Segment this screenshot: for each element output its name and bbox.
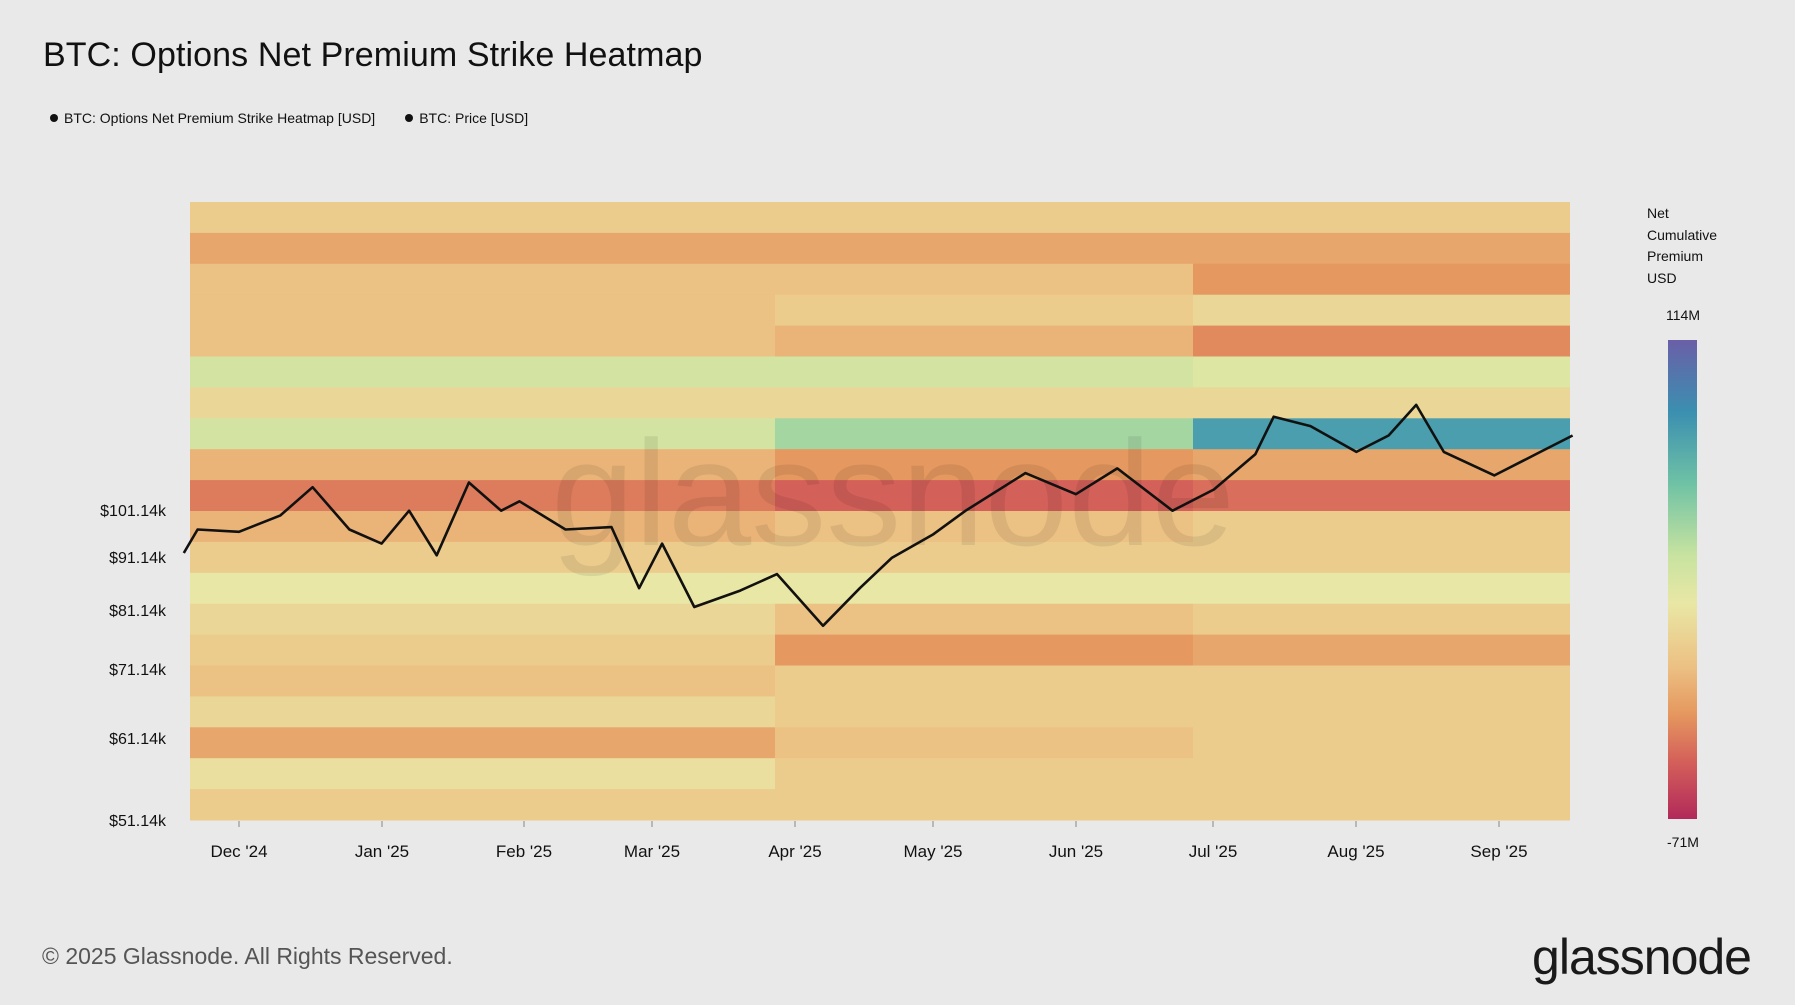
heatmap-cell — [1193, 480, 1570, 512]
y-tick-label: $101.14k — [100, 503, 167, 520]
heatmap-cell — [1193, 789, 1570, 821]
heatmap-cell — [775, 202, 1193, 234]
x-tick-label: Dec '24 — [210, 842, 267, 861]
heatmap-cell — [775, 263, 1193, 296]
colorbar — [1668, 340, 1697, 819]
heatmap-cell — [775, 541, 1193, 574]
heatmap-cell — [1193, 294, 1570, 327]
price-series — [182, 403, 1574, 628]
heatmap-cell — [190, 696, 775, 728]
heatmap-cell — [190, 758, 775, 790]
heatmap-cell — [1193, 418, 1570, 450]
heatmap-cell — [1193, 202, 1570, 234]
legend-item-heatmap[interactable]: BTC: Options Net Premium Strike Heatmap … — [50, 110, 375, 126]
y-tick-label: $91.14k — [109, 550, 167, 567]
heatmap-cell — [1193, 387, 1570, 419]
heatmap-cell — [775, 356, 1193, 388]
heatmap-cell — [775, 727, 1193, 759]
heatmap-cell — [190, 202, 775, 234]
heatmap-cell — [775, 418, 1193, 450]
heatmap-chart[interactable]: glassnode $101.14k$91.14k$81.14k$71.14k$… — [0, 0, 1795, 900]
y-tick-label: $71.14k — [109, 662, 167, 679]
heatmap-cell — [1193, 696, 1570, 728]
heatmap-cells — [190, 202, 1570, 821]
y-tick-label: $61.14k — [109, 731, 167, 748]
watermark: glassnode — [551, 409, 1235, 577]
heatmap-cell — [190, 263, 775, 296]
heatmap-cell — [190, 572, 775, 605]
copyright: © 2025 Glassnode. All Rights Reserved. — [42, 943, 453, 969]
heatmap-cell — [775, 634, 1193, 666]
colorbar-title-line: Cumulative — [1647, 226, 1718, 243]
heatmap-cell — [190, 727, 775, 759]
x-tick-label: Mar '25 — [624, 842, 680, 861]
heatmap-cell — [190, 387, 775, 419]
x-tick-label: Aug '25 — [1327, 842, 1384, 861]
heatmap-cell — [1193, 356, 1570, 388]
y-axis: $101.14k $91.14k $81.14k $71.14k $61.14k $51.… — [100, 503, 167, 830]
heatmap-cell — [1193, 634, 1570, 666]
heatmap-cell — [1193, 758, 1570, 790]
heatmap-cell — [190, 634, 775, 666]
legend-label: BTC: Price [USD] — [419, 110, 529, 126]
heatmap-cell — [1193, 727, 1570, 759]
heatmap-cell — [190, 325, 775, 357]
heatmap-cell — [190, 418, 775, 450]
glassnode-logo[interactable]: glassnode — [1532, 929, 1752, 985]
heatmap-cell — [775, 572, 1193, 605]
heatmap-cell — [1193, 603, 1570, 636]
x-tick-label: Apr '25 — [768, 842, 821, 861]
heatmap-cell — [775, 325, 1193, 357]
heatmap-cell — [775, 665, 1193, 697]
heatmap-cell — [190, 603, 775, 636]
colorbar-title-line: Net — [1647, 205, 1669, 221]
x-tick-label: Jun '25 — [1049, 842, 1103, 861]
colorbar-min-label: -71M — [1667, 834, 1699, 850]
x-axis: Dec '24 Jan '25 Feb '25 Mar '25 Apr '25 May '… — [210, 821, 1528, 861]
heatmap-cell — [775, 696, 1193, 728]
colorbar-title: Net Cumulative Premium USD — [1647, 203, 1737, 289]
heatmap-cell — [1193, 325, 1570, 357]
heatmap-cell — [775, 511, 1193, 543]
legend: BTC: Options Net Premium Strike Heatmap … — [50, 110, 528, 126]
heatmap-cell — [190, 294, 775, 327]
legend-dot-icon — [50, 114, 58, 122]
heatmap-cell — [190, 665, 775, 697]
heatmap-cell — [190, 789, 775, 821]
heatmap-cell — [775, 232, 1193, 265]
heatmap-cell — [190, 541, 775, 574]
heatmap-cell — [1193, 232, 1570, 265]
y-tick-label: $81.14k — [109, 603, 167, 620]
heatmap-cell — [1193, 665, 1570, 697]
legend-label: BTC: Options Net Premium Strike Heatmap … — [64, 110, 376, 126]
colorbar-title-line: Premium — [1647, 248, 1704, 264]
x-tick-label: Feb '25 — [496, 842, 552, 861]
heatmap-cell — [775, 449, 1193, 481]
heatmap-cell — [775, 603, 1193, 636]
x-tick-label: Sep '25 — [1470, 842, 1527, 861]
chart-title: BTC: Options Net Premium Strike Heatmap — [43, 36, 703, 74]
heatmap-cell — [1193, 263, 1570, 296]
price-line — [182, 403, 1574, 628]
x-tick-label: Jul '25 — [1189, 842, 1238, 861]
colorbar-max-label: 114M — [1666, 307, 1700, 323]
colorbar-title-line: USD — [1647, 269, 1677, 286]
legend-dot-icon — [405, 114, 414, 122]
x-tick-label: Jan '25 — [355, 842, 409, 861]
heatmap-cell — [190, 356, 775, 388]
heatmap-cell — [1193, 541, 1570, 574]
heatmap-cell — [190, 232, 775, 265]
heatmap-cell — [190, 449, 775, 481]
heatmap-cell — [1193, 511, 1570, 543]
heatmap-cell — [775, 480, 1193, 512]
heatmap-cell — [775, 387, 1193, 419]
x-tick-label: May '25 — [904, 842, 963, 861]
heatmap-cell — [775, 789, 1193, 821]
heatmap-cell — [775, 758, 1193, 790]
legend-item-price[interactable]: BTC: Price [USD] — [405, 110, 528, 126]
heatmap-cell — [775, 294, 1193, 327]
heatmap-cell — [190, 511, 775, 543]
heatmap-cell — [1193, 572, 1570, 605]
y-tick-label: $51.14k — [109, 813, 167, 830]
